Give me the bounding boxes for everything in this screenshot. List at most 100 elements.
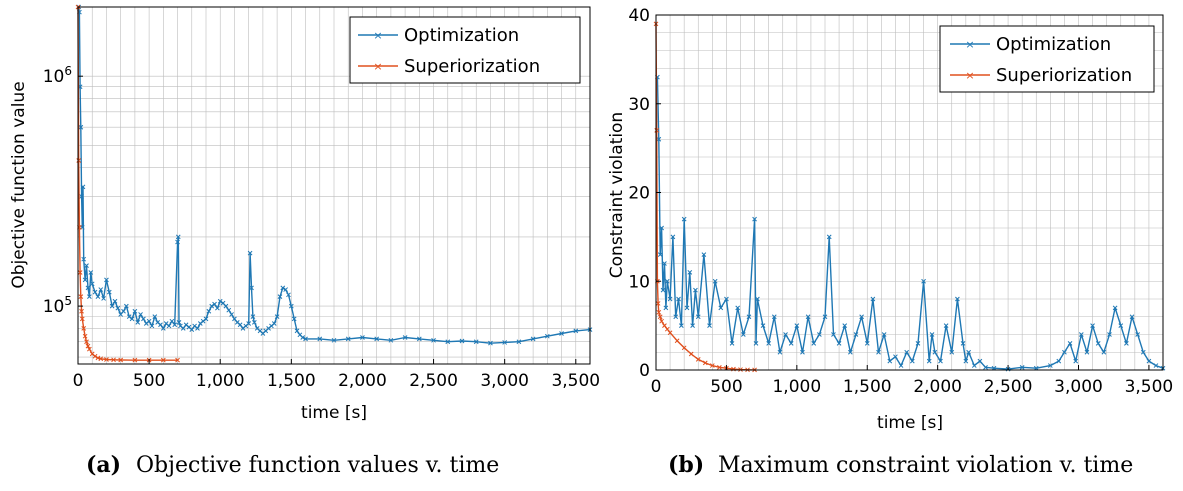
data-point-optimization xyxy=(135,319,141,325)
data-point-optimization xyxy=(1090,323,1095,328)
data-point-optimization xyxy=(659,225,664,231)
data-point-optimization xyxy=(971,363,977,368)
data-point-optimization xyxy=(274,314,280,319)
data-point-optimization xyxy=(291,316,297,322)
data-point-optimization xyxy=(317,336,323,342)
data-point-optimization xyxy=(331,337,337,343)
data-point-optimization xyxy=(870,296,876,302)
data-point-optimization xyxy=(189,327,195,332)
data-point-optimization xyxy=(166,323,172,329)
data-point-optimization xyxy=(81,256,87,262)
data-point-optimization xyxy=(573,328,579,334)
panel-a-y-ticks: 105 106 xyxy=(43,64,83,317)
panel-b-series xyxy=(653,21,1166,373)
data-point-superiorization xyxy=(662,323,667,328)
data-point-optimization xyxy=(92,289,98,295)
data-point-superiorization xyxy=(656,309,662,315)
data-point-optimization xyxy=(203,316,209,322)
data-point-optimization xyxy=(121,308,126,314)
panel-b-legend-optimization-label: Optimization xyxy=(996,34,1111,55)
data-point-optimization xyxy=(740,332,746,337)
data-point-optimization xyxy=(909,358,915,364)
y-tick-label: 10 xyxy=(628,272,650,292)
data-point-superiorization xyxy=(79,316,85,322)
data-point-optimization xyxy=(1047,363,1053,368)
data-point-superiorization xyxy=(111,357,116,363)
data-point-optimization xyxy=(963,358,969,364)
x-tick-label: 1,500 xyxy=(843,377,892,397)
panel-a-x-axis-label: time [s] xyxy=(301,403,367,423)
data-point-optimization xyxy=(660,287,666,293)
data-point-optimization xyxy=(345,336,351,342)
panel-b-legend-optimization-marker: × xyxy=(965,38,974,51)
data-point-optimization xyxy=(1112,305,1118,311)
data-point-optimization xyxy=(223,303,229,309)
data-point-optimization xyxy=(360,335,365,340)
data-point-optimization xyxy=(904,349,910,355)
data-point-optimization xyxy=(663,305,669,311)
data-point-optimization xyxy=(195,326,200,331)
x-tick-label: 0 xyxy=(651,377,662,397)
data-point-optimization xyxy=(98,287,104,292)
data-point-optimization xyxy=(735,305,741,311)
data-point-superiorization xyxy=(674,338,680,344)
data-point-optimization xyxy=(783,332,788,337)
data-point-superiorization xyxy=(717,364,722,370)
data-point-optimization xyxy=(876,349,881,355)
data-point-superiorization xyxy=(709,363,715,368)
data-point-superiorization xyxy=(175,357,180,363)
data-point-optimization xyxy=(249,285,254,291)
panel-b-caption-tag: (b) xyxy=(668,452,704,478)
y-tick-label: 106 xyxy=(43,64,72,87)
data-point-optimization xyxy=(544,333,550,339)
data-point-optimization xyxy=(176,319,182,325)
data-point-optimization xyxy=(1135,332,1141,337)
panel-b-legend-superiorization-label: Superiorization xyxy=(996,65,1132,86)
data-point-superiorization xyxy=(681,345,687,351)
data-point-optimization xyxy=(1146,358,1152,364)
series-line-optimization xyxy=(656,77,1164,370)
data-point-optimization xyxy=(277,294,283,299)
data-point-optimization xyxy=(374,336,380,342)
data-point-optimization xyxy=(755,296,760,302)
data-point-optimization xyxy=(95,294,101,299)
data-point-optimization xyxy=(670,234,676,240)
data-point-optimization xyxy=(932,349,938,355)
data-point-optimization xyxy=(1095,341,1101,346)
data-point-superiorization xyxy=(702,360,708,366)
data-point-optimization xyxy=(955,296,960,302)
panel-a-caption-tag: (a) xyxy=(86,452,121,478)
x-tick-label: 2,500 xyxy=(984,377,1033,397)
data-point-optimization xyxy=(87,294,92,299)
data-point-optimization xyxy=(938,358,943,364)
data-point-optimization xyxy=(1153,363,1159,368)
panel-a-caption-text: Objective function values v. time xyxy=(136,453,499,478)
panel-a-y-axis-label: Objective function value xyxy=(9,81,29,288)
data-point-optimization xyxy=(943,323,949,328)
y-tick-label: 30 xyxy=(628,95,650,115)
data-point-optimization xyxy=(826,234,832,240)
data-point-optimization xyxy=(1073,358,1079,364)
data-point-optimization xyxy=(237,322,243,328)
data-point-optimization xyxy=(864,341,870,346)
data-point-optimization xyxy=(209,303,215,309)
data-point-optimization xyxy=(286,292,291,298)
data-point-superiorization xyxy=(118,357,124,363)
data-point-optimization xyxy=(84,263,89,268)
y-tick-label: 0 xyxy=(639,361,650,381)
data-point-optimization xyxy=(217,298,223,304)
data-point-optimization xyxy=(1124,341,1129,346)
data-point-optimization xyxy=(502,340,508,345)
data-point-optimization xyxy=(684,305,690,311)
series-line-superiorization xyxy=(655,23,755,371)
data-point-optimization xyxy=(112,298,118,304)
data-point-superiorization xyxy=(667,330,673,336)
data-point-optimization xyxy=(836,341,842,346)
panel-a-x-ticks: 0 500 1,000 1,500 2,000 2,500 3,000 3,500 xyxy=(73,359,600,391)
panel-a-legend-optimization-marker: × xyxy=(373,29,382,42)
data-point-superiorization xyxy=(81,326,87,331)
panel-b-chart: 0 500 1,000 1,500 2,000 2,500 3,000 3,500 0 10 20… xyxy=(607,6,1173,478)
panel-a-chart: 0 500 1,000 1,500 2,000 2,500 3,000 3,500 10510… xyxy=(9,4,600,478)
data-point-optimization xyxy=(559,331,564,336)
data-point-optimization xyxy=(247,250,253,256)
